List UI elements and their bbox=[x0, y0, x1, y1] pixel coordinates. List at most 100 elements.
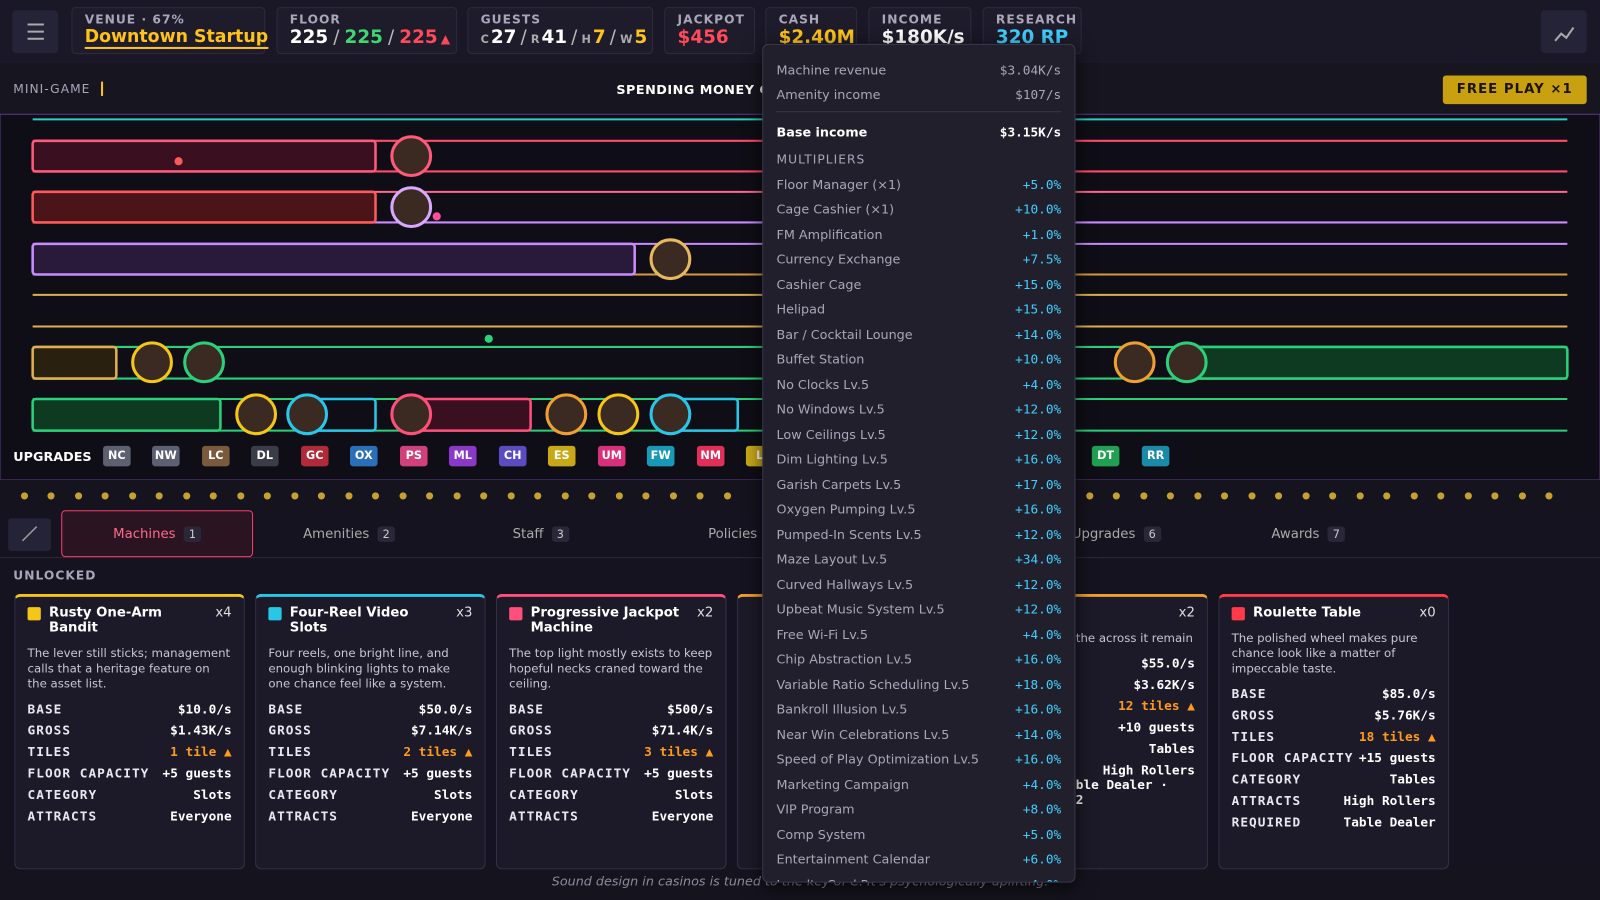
multiplier-label: VIP Program bbox=[776, 801, 855, 817]
upgrades-label: UPGRADES bbox=[13, 448, 92, 465]
upgrade-chip[interactable]: UM bbox=[597, 445, 626, 467]
item-card[interactable]: Roulette Table x0 The polished wheel makes… bbox=[1218, 593, 1449, 870]
divider bbox=[776, 111, 1062, 113]
item-card[interactable]: Rusty One-Arm Bandit x4 The lever still st… bbox=[14, 593, 245, 870]
tab[interactable]: Policies bbox=[637, 510, 829, 557]
card-header: Rusty One-Arm Bandit x4 bbox=[27, 605, 232, 636]
multiplier-value: +15.0% bbox=[1015, 276, 1062, 292]
multiplier-row: Curved Hallways Lv.5 +12.0% bbox=[777, 571, 1062, 596]
tab[interactable]: Amenities 2 bbox=[253, 510, 445, 557]
row-label: BASE bbox=[268, 701, 304, 717]
upgrade-chip[interactable]: RR bbox=[1141, 445, 1170, 467]
guest-value: 27 bbox=[490, 26, 517, 48]
row-label: CATEGORY bbox=[27, 786, 98, 803]
card-row: BASE $500/s bbox=[509, 698, 713, 719]
upgrade-chip[interactable]: DL bbox=[251, 445, 279, 467]
card-row: TILES 1 tile ▲ bbox=[28, 741, 232, 762]
tab-label: Upgrades bbox=[1071, 526, 1136, 542]
tab[interactable]: Awards 7 bbox=[1212, 510, 1404, 557]
income-row: Amenity income $107/s bbox=[777, 82, 1062, 107]
upgrade-chip[interactable]: CH bbox=[498, 445, 527, 467]
multiplier-label: Variable Ratio Scheduling Lv.5 bbox=[776, 676, 970, 692]
tab[interactable]: Staff 3 bbox=[445, 510, 637, 557]
upgrade-chip[interactable]: GC bbox=[301, 445, 329, 467]
income-row-label: Machine revenue bbox=[776, 61, 887, 78]
card-row: TILES 2 tiles ▲ bbox=[268, 741, 472, 762]
guest-value: 5 bbox=[634, 26, 648, 48]
multiplier-row: No Windows Lv.5 +12.0% bbox=[777, 396, 1062, 421]
upgrade-chip[interactable]: ES bbox=[547, 445, 576, 467]
multiplier-label: Bankroll Illusion Lv.5 bbox=[776, 701, 908, 717]
card-row: GROSS $5.76K/s bbox=[1232, 704, 1436, 725]
floor-values: 225/225/225 ▲ bbox=[290, 26, 450, 48]
guests-label: GUESTS bbox=[480, 12, 542, 27]
upgrade-chip[interactable]: ML bbox=[448, 445, 477, 467]
multiplier-row: Speed of Play Optimization Lv.5 +16.0% bbox=[777, 746, 1062, 771]
multiplier-label: Marketing Campaign bbox=[776, 776, 909, 792]
multiplier-label: Comp System bbox=[776, 826, 866, 842]
card-desc: The polished wheel makes pure chance loo… bbox=[1231, 630, 1418, 676]
card-count: x2 bbox=[696, 605, 714, 621]
multiplier-value: +14.0% bbox=[1015, 326, 1062, 342]
row-value: Slots bbox=[193, 786, 232, 803]
card-title: Rusty One-Arm Bandit bbox=[48, 605, 163, 636]
row-label: TILES bbox=[268, 743, 312, 760]
multiplier-row: Comp System +5.0% bbox=[777, 821, 1062, 846]
card-header: Four-Reel Video Slots x3 bbox=[268, 605, 472, 636]
stats-button[interactable] bbox=[1540, 10, 1587, 54]
upgrade-chip[interactable]: NM bbox=[696, 445, 725, 467]
upgrade-chip[interactable]: NW bbox=[152, 445, 180, 467]
multiplier-value: +12.0% bbox=[1015, 576, 1062, 592]
upgrade-chip[interactable]: DT bbox=[1091, 445, 1120, 467]
multiplier-value: +5.0% bbox=[1022, 176, 1062, 192]
upgrade-chip[interactable]: LC bbox=[202, 445, 230, 467]
tab[interactable]: Machines 1 bbox=[61, 510, 254, 558]
row-label: FLOOR CAPACITY bbox=[509, 765, 631, 781]
row-label: FLOOR CAPACITY bbox=[1231, 749, 1354, 766]
multiplier-value: +12.0% bbox=[1015, 526, 1062, 542]
multiplier-row: Bar / Cocktail Lounge +14.0% bbox=[777, 321, 1062, 346]
multiplier-row: Free Wi-Fi Lv.5 +4.0% bbox=[777, 621, 1062, 646]
row-value: $500/s bbox=[667, 701, 714, 717]
row-label: ATTRACTS bbox=[27, 808, 98, 824]
row-value: $3.62K/s bbox=[1133, 676, 1195, 692]
multiplier-value: +18.0% bbox=[1015, 676, 1062, 692]
separator: / bbox=[571, 26, 578, 48]
tab[interactable]: Upgrades 6 bbox=[1020, 510, 1212, 557]
multiplier-value: +34.0% bbox=[1015, 551, 1062, 567]
row-value: Slots bbox=[674, 786, 714, 803]
tab-label: Staff bbox=[512, 526, 544, 542]
multiplier-label: Low Ceilings Lv.5 bbox=[776, 426, 886, 442]
upgrade-chip[interactable]: PS bbox=[399, 445, 428, 467]
multiplier-value: +7.5% bbox=[1022, 251, 1062, 267]
income-value: $180K/s bbox=[881, 26, 965, 48]
row-value: Everyone bbox=[651, 808, 714, 824]
multiplier-row: Cashier Cage +15.0% bbox=[777, 271, 1062, 296]
multiplier-value: +1.0% bbox=[1022, 226, 1062, 242]
tab-count: 1 bbox=[183, 526, 202, 542]
item-card[interactable]: Progressive Jackpot Machine x2 The top lig… bbox=[495, 593, 727, 870]
jackpot-box: JACKPOT $456 bbox=[664, 7, 756, 55]
row-value: $10.0/s bbox=[177, 701, 232, 717]
card-count: x3 bbox=[456, 605, 473, 621]
multiplier-label: Near Win Celebrations Lv.5 bbox=[776, 726, 950, 742]
row-label: GROSS bbox=[268, 722, 312, 738]
multiplier-value: +16.0% bbox=[1015, 651, 1062, 667]
row-label: TILES bbox=[1231, 728, 1276, 744]
guests-values: C 27/R 41/H 7/W 5 bbox=[480, 26, 648, 48]
multiplier-value: +16.0% bbox=[1015, 451, 1062, 467]
tab-label: Amenities bbox=[303, 526, 370, 542]
tab-count: 7 bbox=[1327, 526, 1345, 542]
card-row: FLOOR CAPACITY +5 guests bbox=[28, 762, 232, 783]
row-label: ATTRACTS bbox=[1231, 792, 1302, 809]
guest-prefix: C bbox=[480, 32, 489, 46]
multiplier-row: Currency Exchange +7.5% bbox=[777, 246, 1062, 271]
upgrade-chip[interactable]: FW bbox=[646, 445, 675, 467]
separator: / bbox=[333, 26, 340, 48]
upgrade-chip[interactable]: NC bbox=[103, 445, 131, 467]
free-play-button[interactable]: FREE PLAY ×1 bbox=[1442, 75, 1587, 105]
multiplier-label: Bar / Cocktail Lounge bbox=[776, 326, 913, 342]
item-card[interactable]: Four-Reel Video Slots x3 Four reels, one b… bbox=[255, 593, 486, 870]
multiplier-row: Chip Abstraction Lv.5 +16.0% bbox=[777, 646, 1062, 671]
upgrade-chip[interactable]: OX bbox=[349, 445, 378, 467]
